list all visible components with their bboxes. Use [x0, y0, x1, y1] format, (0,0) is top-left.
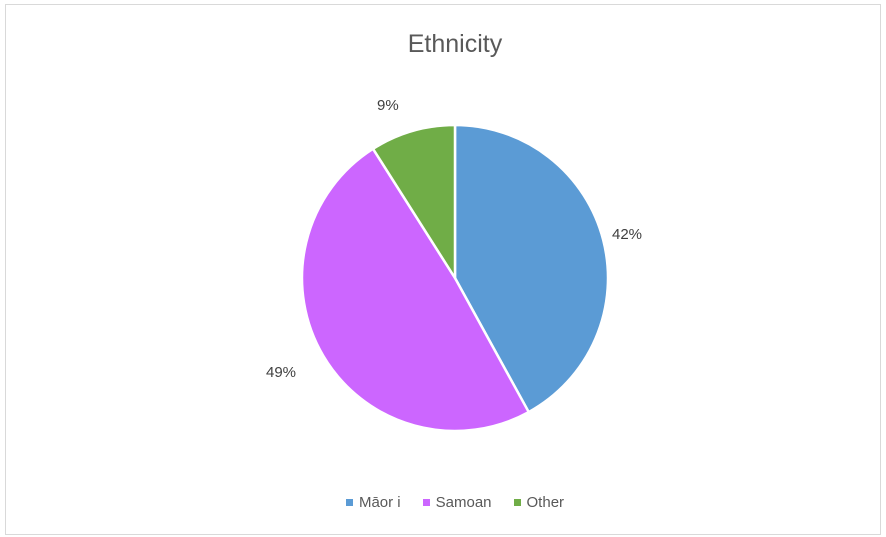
legend-item-maori: Māor i — [346, 494, 401, 511]
legend: Māor i Samoan Other — [0, 494, 886, 511]
legend-item-samoan: Samoan — [423, 494, 492, 511]
legend-label-other: Other — [527, 494, 565, 511]
data-label-maori: 42% — [612, 226, 642, 243]
legend-swatch-maori — [346, 499, 353, 506]
data-label-samoan: 49% — [266, 364, 296, 381]
legend-label-maori: Māor i — [359, 494, 401, 511]
legend-label-samoan: Samoan — [436, 494, 492, 511]
data-label-other: 9% — [377, 97, 399, 114]
legend-swatch-samoan — [423, 499, 430, 506]
legend-item-other: Other — [514, 494, 565, 511]
legend-swatch-other — [514, 499, 521, 506]
